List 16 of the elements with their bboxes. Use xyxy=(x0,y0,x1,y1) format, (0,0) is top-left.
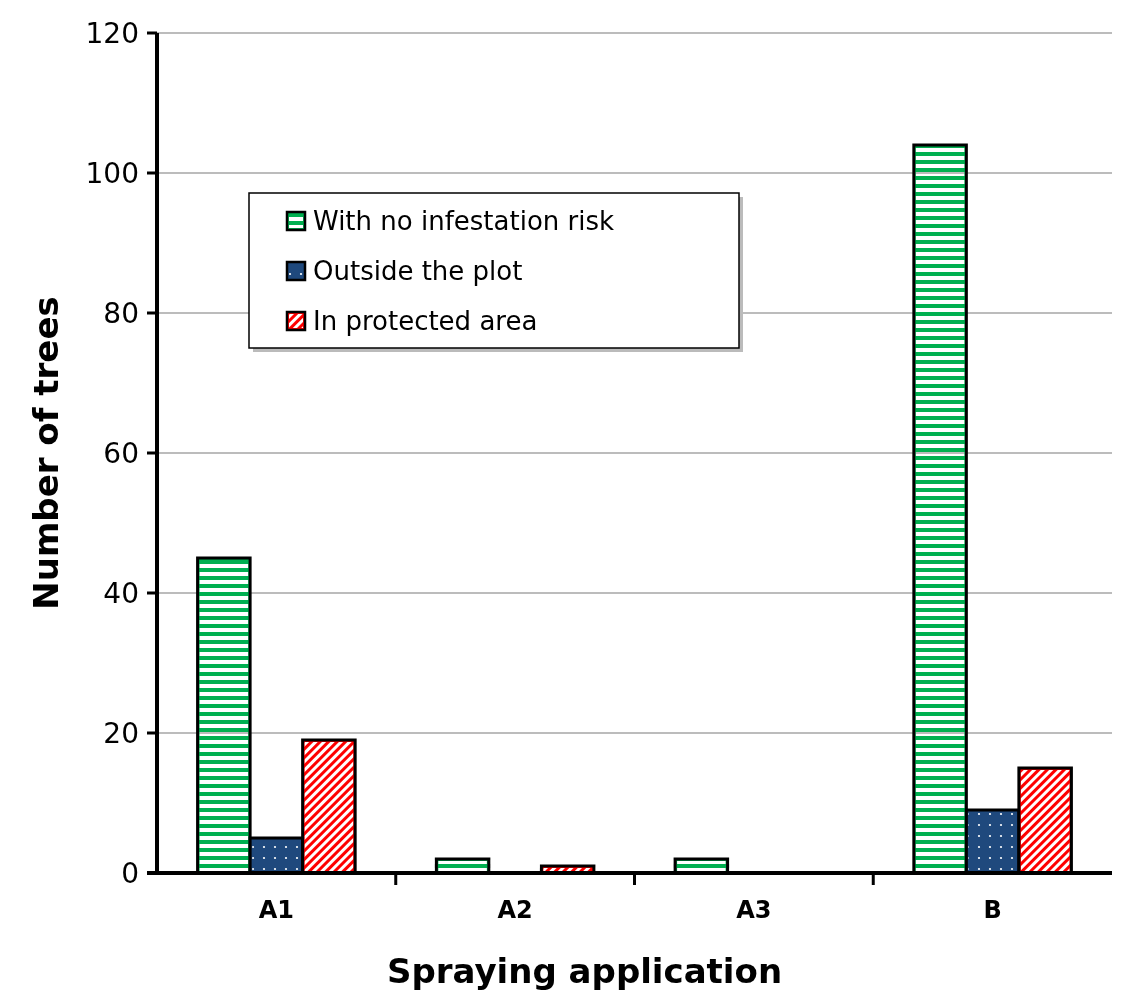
y-tick-label: 40 xyxy=(103,576,139,610)
x-tick-label: A1 xyxy=(258,896,295,924)
legend-label: Outside the plot xyxy=(313,256,523,287)
y-tick-label: 20 xyxy=(103,716,139,750)
y-tick-label: 80 xyxy=(103,296,139,330)
y-tick-label: 120 xyxy=(85,16,139,50)
x-axis-title: Spraying application xyxy=(386,951,783,991)
y-tick-label: 100 xyxy=(85,156,139,190)
y-axis-title: Number of trees xyxy=(26,296,66,610)
x-tick-label: A2 xyxy=(497,896,533,924)
x-tick-label: B xyxy=(983,896,1002,924)
legend-label: In protected area xyxy=(313,306,538,337)
y-tick-label: 60 xyxy=(103,436,139,470)
legend-label: With no infestation risk xyxy=(313,206,615,237)
y-tick-label: 0 xyxy=(121,856,139,890)
x-tick-label: A3 xyxy=(736,896,772,924)
